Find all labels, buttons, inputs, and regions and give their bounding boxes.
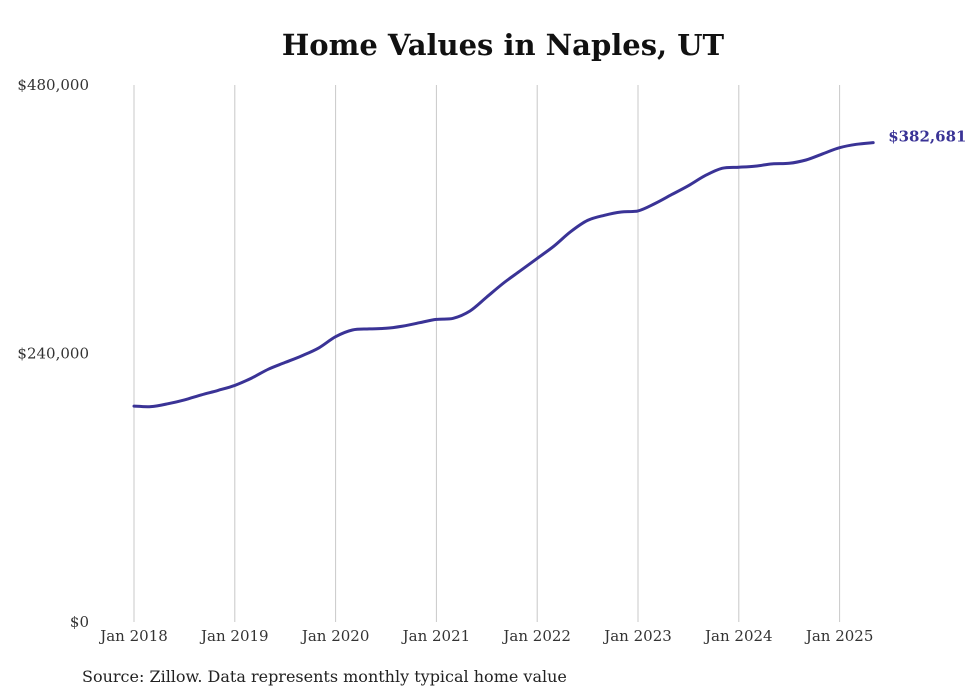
y-axis: $0 $240,000 $480,000 [17, 76, 89, 631]
source-note: Source: Zillow. Data represents monthly … [82, 667, 567, 686]
series-layer: $382,681 [132, 128, 966, 409]
y-tick-label: $240,000 [17, 345, 89, 363]
series-line [132, 141, 875, 409]
chart-title: Home Values in Naples, UT [281, 28, 725, 62]
x-tick-label: Jan 2025 [804, 627, 874, 645]
x-tick-label: Jan 2020 [300, 627, 370, 645]
y-tick-label: $480,000 [17, 76, 89, 94]
x-tick-label: Jan 2022 [501, 627, 571, 645]
x-tick-label: Jan 2021 [401, 627, 471, 645]
x-tick-label: Jan 2018 [98, 627, 168, 645]
end-value-label: $382,681 [888, 128, 966, 146]
x-axis: Jan 2018 Jan 2019 Jan 2020 Jan 2021 Jan 2022… [98, 627, 873, 645]
x-tick-label: Jan 2019 [199, 627, 269, 645]
x-tick-label: Jan 2023 [602, 627, 672, 645]
gridlines [133, 85, 841, 622]
x-tick-label: Jan 2024 [703, 627, 773, 645]
y-tick-label: $0 [70, 613, 89, 631]
